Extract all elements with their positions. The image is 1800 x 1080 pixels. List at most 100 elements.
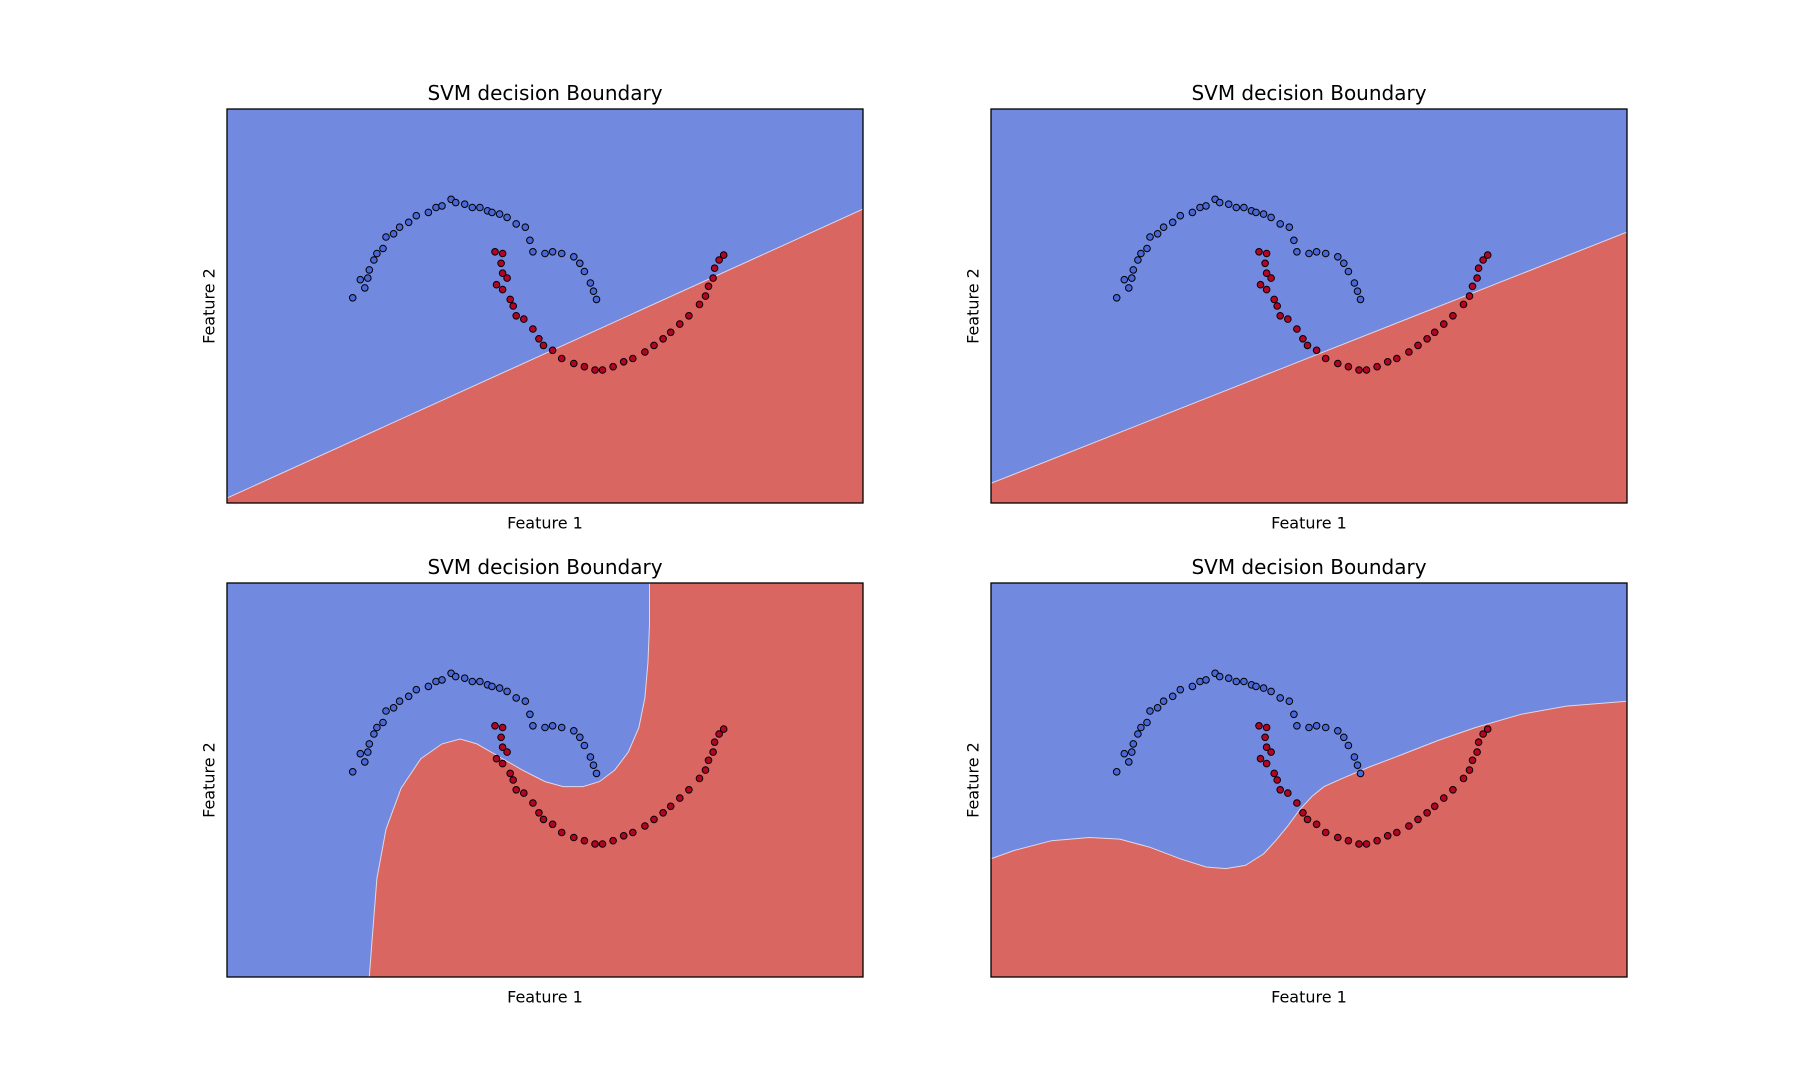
y-axis-label: Feature 2 [964, 268, 983, 344]
data-point-blue [1276, 220, 1285, 228]
subplot-title: SVM decision Boundary [427, 81, 662, 105]
data-point-red [1303, 815, 1312, 824]
data-point-blue [570, 727, 578, 735]
data-point-red [719, 251, 728, 259]
data-point-red [548, 820, 557, 829]
decision-boundary-line [991, 231, 1627, 484]
data-point-blue [412, 685, 421, 694]
data-point-red [1465, 766, 1474, 774]
data-point-red [1312, 820, 1321, 829]
data-point-blue [438, 676, 446, 684]
data-point-blue [1176, 685, 1185, 694]
data-point-blue [1290, 710, 1298, 719]
data-point-blue [1240, 203, 1248, 212]
data-point-red [715, 256, 723, 264]
data-point-blue [526, 236, 534, 245]
data-point-blue [382, 233, 390, 241]
data-point-red [676, 794, 684, 802]
data-point-red [609, 836, 617, 845]
data-point-red [1321, 828, 1330, 837]
data-point-red [1262, 285, 1271, 294]
data-point-red [1474, 738, 1483, 746]
data-point-blue [521, 697, 530, 705]
data-point-red [715, 730, 723, 738]
data-point-red [1273, 776, 1282, 784]
data-point-blue [529, 722, 537, 730]
data-point-blue [521, 223, 530, 231]
data-point-blue [1259, 684, 1268, 692]
data-point-blue [379, 244, 387, 253]
data-point-red [685, 312, 693, 320]
data-point-red [492, 280, 501, 289]
data-point-red [1255, 248, 1263, 256]
data-point-red [1465, 292, 1474, 300]
data-point-blue [460, 674, 469, 682]
x-axis-label: Feature 1 [1271, 988, 1347, 1007]
data-point-red [1459, 774, 1468, 783]
data-point-blue [557, 249, 566, 258]
data-point-red [710, 264, 719, 272]
data-point-blue [1143, 244, 1151, 253]
data-point-red [570, 833, 578, 842]
axes-frame [990, 108, 1628, 504]
data-point-red [619, 358, 628, 366]
data-point-blue [503, 213, 511, 222]
data-point-blue [1146, 233, 1154, 241]
data-point-blue [1224, 674, 1233, 682]
data-point-blue [1125, 284, 1133, 292]
data-point-blue [1137, 249, 1145, 258]
data-point-blue [1353, 287, 1362, 295]
data-point-red [641, 822, 649, 830]
data-point-red [1473, 274, 1481, 282]
data-point-blue [1344, 267, 1353, 276]
data-point-blue [586, 279, 595, 287]
data-point-blue [1305, 723, 1313, 732]
data-point-blue [580, 741, 589, 750]
y-axis-label: Feature 2 [964, 742, 983, 818]
data-point-red [1267, 748, 1275, 756]
data-point-blue [1202, 202, 1210, 210]
data-point-red [1430, 802, 1439, 811]
data-point-red [1383, 832, 1392, 840]
x-axis-label: Feature 1 [507, 514, 583, 533]
data-point-blue [1202, 676, 1210, 684]
data-point-blue [1232, 677, 1241, 686]
data-point-blue [389, 704, 398, 712]
data-point-red [1256, 280, 1265, 289]
data-point-red [498, 743, 507, 751]
data-point-red [509, 776, 518, 784]
data-point-red [591, 840, 599, 848]
axes-frame [990, 582, 1628, 978]
data-point-red [1430, 328, 1439, 337]
data-point-blue [580, 267, 589, 276]
class-region-red [991, 232, 1627, 503]
data-point-red [1414, 341, 1422, 350]
data-point-red [650, 815, 658, 824]
data-point-blue [1267, 213, 1275, 222]
data-point-blue [503, 687, 511, 696]
data-point-blue [1215, 672, 1224, 681]
data-point-blue [1129, 740, 1138, 748]
data-point-blue [1134, 256, 1142, 264]
data-point-blue [451, 672, 460, 681]
data-point-blue [1240, 677, 1248, 686]
data-point-blue [1259, 210, 1268, 218]
data-point-red [695, 774, 704, 783]
data-point-red [498, 285, 507, 294]
data-point-blue [1188, 208, 1197, 217]
data-point-blue [348, 294, 357, 302]
data-point-red [580, 836, 589, 845]
data-point-blue [382, 707, 390, 715]
data-point-red [1449, 312, 1457, 320]
subplot-title: SVM decision Boundary [427, 555, 662, 579]
data-point-red [512, 786, 521, 794]
data-point-red [659, 335, 667, 343]
data-point-blue [424, 208, 433, 217]
decision-boundary-line [227, 208, 863, 499]
data-point-red [1276, 786, 1285, 794]
subplot-bottom-right: SVM decision Boundary Feature 1 Feature … [964, 555, 1628, 1007]
subplot-title: SVM decision Boundary [1191, 555, 1426, 579]
subplot-top-right: SVM decision Boundary Feature 1 Feature … [964, 81, 1628, 533]
data-point-red [1262, 249, 1271, 258]
data-point-blue [1285, 223, 1294, 231]
